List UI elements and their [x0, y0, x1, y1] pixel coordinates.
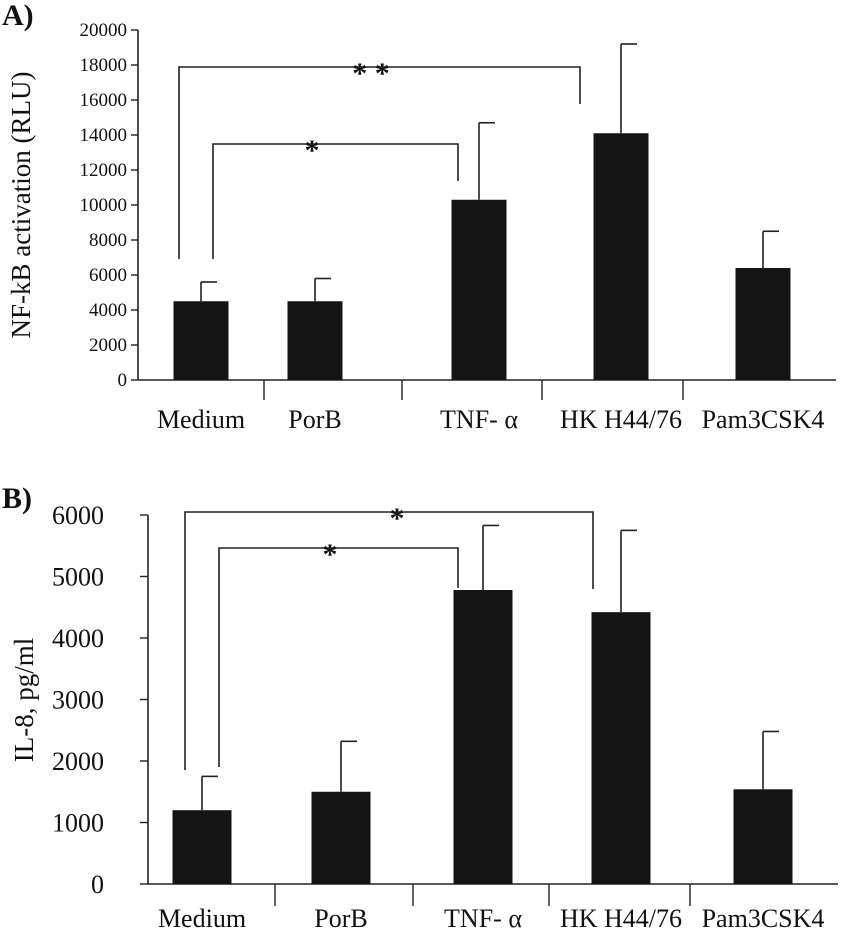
panel-a-y-tick-label: 4000	[89, 300, 127, 321]
panel-a-x-categories: Medium PorB TNF- α HK H44/76 Pam3CSK4	[157, 405, 824, 434]
panel-b-bar	[733, 789, 793, 884]
panel-a-category-label: PorB	[288, 405, 341, 434]
panel-b-significance-marker: *	[390, 502, 405, 535]
panel-a-y-tick-label: 18000	[80, 55, 128, 76]
panel-b-label: B)	[2, 482, 32, 515]
panel-b-significance-bracket	[184, 511, 594, 770]
panel-a: A) NF-kB activation (RLU) * * * 0 2000 4000…	[2, 0, 836, 434]
panel-b-significance-bracket	[218, 547, 459, 767]
panel-a-y-tick-label: 2000	[89, 335, 127, 356]
panel-a-category-label: Medium	[157, 405, 245, 434]
panel-b-y-axis-title: IL-8, pg/ml	[9, 638, 39, 762]
panel-a-bar	[451, 199, 507, 380]
panel-a-bar	[735, 268, 791, 380]
panel-b-category-label: TNF- α	[444, 904, 522, 929]
panel-a-bar	[173, 301, 229, 380]
panel-a-y-ticks: 0 2000 4000 6000 8000 10000 12000 14000 16000 180…	[80, 20, 138, 391]
panel-b-y-tick-label: 2000	[52, 747, 104, 776]
panel-a-y-tick-label: 10000	[80, 195, 128, 216]
panel-a-significance-marker: *	[305, 134, 320, 167]
panel-a-category-label: Pam3CSK4	[702, 405, 825, 434]
panel-a-category-label: HK H44/76	[560, 405, 682, 434]
panel-a-significance: * * *	[178, 57, 581, 259]
panel-b-category-label: Pam3CSK4	[702, 904, 825, 929]
panel-a-y-tick-label: 8000	[89, 230, 127, 251]
panel-b-y-tick-label: 0	[91, 870, 104, 899]
panel-b-x-categories: Medium PorB TNF- α HK H44/76 Pam3CSK4	[158, 904, 824, 929]
panel-a-y-axis-title: NF-kB activation (RLU)	[6, 72, 36, 339]
panel-a-significance-bracket	[178, 66, 581, 259]
panel-a-y-tick-label: 6000	[89, 265, 127, 286]
panel-b-y-tick-label: 3000	[52, 686, 104, 715]
panel-a-category-label: TNF- α	[440, 405, 518, 434]
panel-b-bar	[591, 612, 651, 884]
panel-b-y-tick-label: 5000	[52, 563, 104, 592]
panel-b-bar	[311, 791, 371, 884]
panel-a-y-tick-label: 20000	[80, 20, 128, 41]
panel-b-significance: **	[184, 502, 594, 770]
panel-a-bars	[173, 43, 791, 380]
panel-b-bar	[453, 590, 513, 884]
panel-a-significance-bracket	[212, 143, 459, 259]
panel-a-y-tick-label: 16000	[80, 90, 128, 111]
panel-a-significance-marker: * *	[352, 57, 390, 90]
panel-b-category-label: Medium	[158, 904, 246, 929]
panel-a-y-tick-label: 0	[118, 370, 128, 391]
panel-a-label: A)	[2, 0, 34, 32]
panel-a-y-tick-label: 12000	[80, 160, 128, 181]
panel-b-y-tick-label: 4000	[52, 624, 104, 653]
panel-b-y-ticks: 0 1000 2000 3000 4000 5000 6000	[52, 501, 148, 899]
panel-b-significance-marker: *	[323, 538, 338, 571]
panel-a-bar	[593, 133, 649, 380]
panel-a-bar	[287, 301, 343, 380]
panel-a-y-tick-label: 14000	[80, 125, 128, 146]
panel-b-y-tick-label: 1000	[52, 809, 104, 838]
panel-b-y-tick-label: 6000	[52, 501, 104, 530]
panel-b-category-label: PorB	[314, 904, 367, 929]
panel-b-category-label: HK H44/76	[560, 904, 682, 929]
panel-b-bars	[172, 524, 793, 884]
panel-b: B) IL-8, pg/ml ** 0100020003000400050006…	[2, 482, 838, 929]
panel-b-bar	[172, 810, 232, 884]
